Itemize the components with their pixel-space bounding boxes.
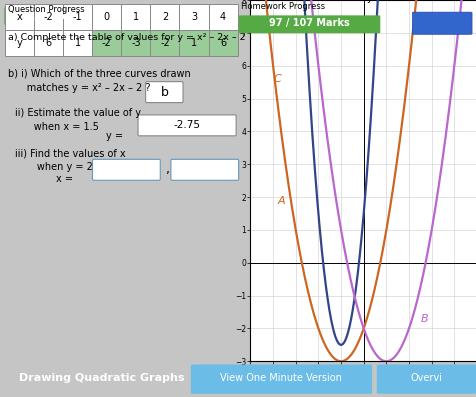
- FancyBboxPatch shape: [121, 30, 150, 56]
- Text: x =: x =: [56, 174, 72, 184]
- FancyBboxPatch shape: [34, 4, 63, 30]
- Text: 4: 4: [219, 12, 226, 22]
- FancyBboxPatch shape: [5, 30, 34, 56]
- Text: A: A: [277, 196, 285, 206]
- Text: 3 / 5 Marks: 3 / 5 Marks: [25, 12, 81, 20]
- Text: y =: y =: [106, 131, 123, 141]
- FancyBboxPatch shape: [121, 4, 150, 30]
- Text: y: y: [367, 0, 372, 3]
- Text: -2: -2: [102, 38, 111, 48]
- FancyBboxPatch shape: [92, 4, 121, 30]
- Text: b: b: [160, 86, 168, 98]
- FancyBboxPatch shape: [63, 30, 92, 56]
- Text: View One Minute Version: View One Minute Version: [220, 374, 342, 384]
- FancyBboxPatch shape: [34, 30, 63, 56]
- FancyBboxPatch shape: [92, 159, 160, 180]
- FancyBboxPatch shape: [92, 30, 121, 56]
- FancyBboxPatch shape: [179, 4, 208, 30]
- Text: Drawing Quadratic Graphs: Drawing Quadratic Graphs: [19, 374, 184, 384]
- Text: 1: 1: [132, 12, 139, 22]
- Text: -2: -2: [44, 12, 53, 22]
- Text: 97 / 107 Marks: 97 / 107 Marks: [268, 18, 349, 28]
- Text: 6: 6: [219, 38, 226, 48]
- Text: b) i) Which of the three curves drawn: b) i) Which of the three curves drawn: [8, 69, 190, 79]
- Text: 1: 1: [75, 38, 80, 48]
- Text: -1: -1: [73, 12, 82, 22]
- Text: -2: -2: [160, 38, 169, 48]
- Text: y: y: [17, 38, 22, 48]
- FancyBboxPatch shape: [238, 15, 379, 33]
- Text: C: C: [272, 74, 280, 84]
- FancyBboxPatch shape: [170, 159, 238, 180]
- Text: 2: 2: [161, 12, 168, 22]
- Text: Question Progress: Question Progress: [8, 6, 84, 14]
- Text: when x = 1.5: when x = 1.5: [15, 122, 99, 132]
- Text: B: B: [419, 314, 427, 324]
- FancyBboxPatch shape: [150, 30, 179, 56]
- FancyBboxPatch shape: [208, 4, 237, 30]
- Text: 6: 6: [46, 38, 51, 48]
- FancyBboxPatch shape: [63, 4, 92, 30]
- Text: ii) Estimate the value of y: ii) Estimate the value of y: [15, 108, 141, 118]
- Text: Overvi: Overvi: [410, 374, 442, 384]
- Text: ,: ,: [165, 163, 169, 176]
- Text: when y = 2: when y = 2: [15, 162, 93, 172]
- FancyBboxPatch shape: [208, 30, 237, 56]
- FancyBboxPatch shape: [5, 4, 34, 30]
- FancyBboxPatch shape: [412, 12, 471, 34]
- Text: 0: 0: [104, 12, 109, 22]
- FancyBboxPatch shape: [190, 364, 371, 394]
- FancyBboxPatch shape: [376, 364, 476, 394]
- Text: iii) Find the values of x: iii) Find the values of x: [15, 148, 126, 158]
- Text: 3: 3: [190, 12, 197, 22]
- Text: a) Complete the table of values for y = x² – 2x – 2: a) Complete the table of values for y = …: [8, 33, 245, 42]
- Text: 1: 1: [190, 38, 197, 48]
- Text: -2.75: -2.75: [173, 120, 200, 130]
- FancyBboxPatch shape: [4, 7, 102, 25]
- FancyBboxPatch shape: [150, 4, 179, 30]
- Text: Homework Progress: Homework Progress: [241, 2, 325, 11]
- Text: -3: -3: [131, 38, 140, 48]
- FancyBboxPatch shape: [179, 30, 208, 56]
- FancyBboxPatch shape: [145, 82, 183, 102]
- Text: x: x: [17, 12, 22, 22]
- Text: matches y = x² – 2x – 2 ?: matches y = x² – 2x – 2 ?: [8, 83, 150, 93]
- FancyBboxPatch shape: [138, 115, 236, 136]
